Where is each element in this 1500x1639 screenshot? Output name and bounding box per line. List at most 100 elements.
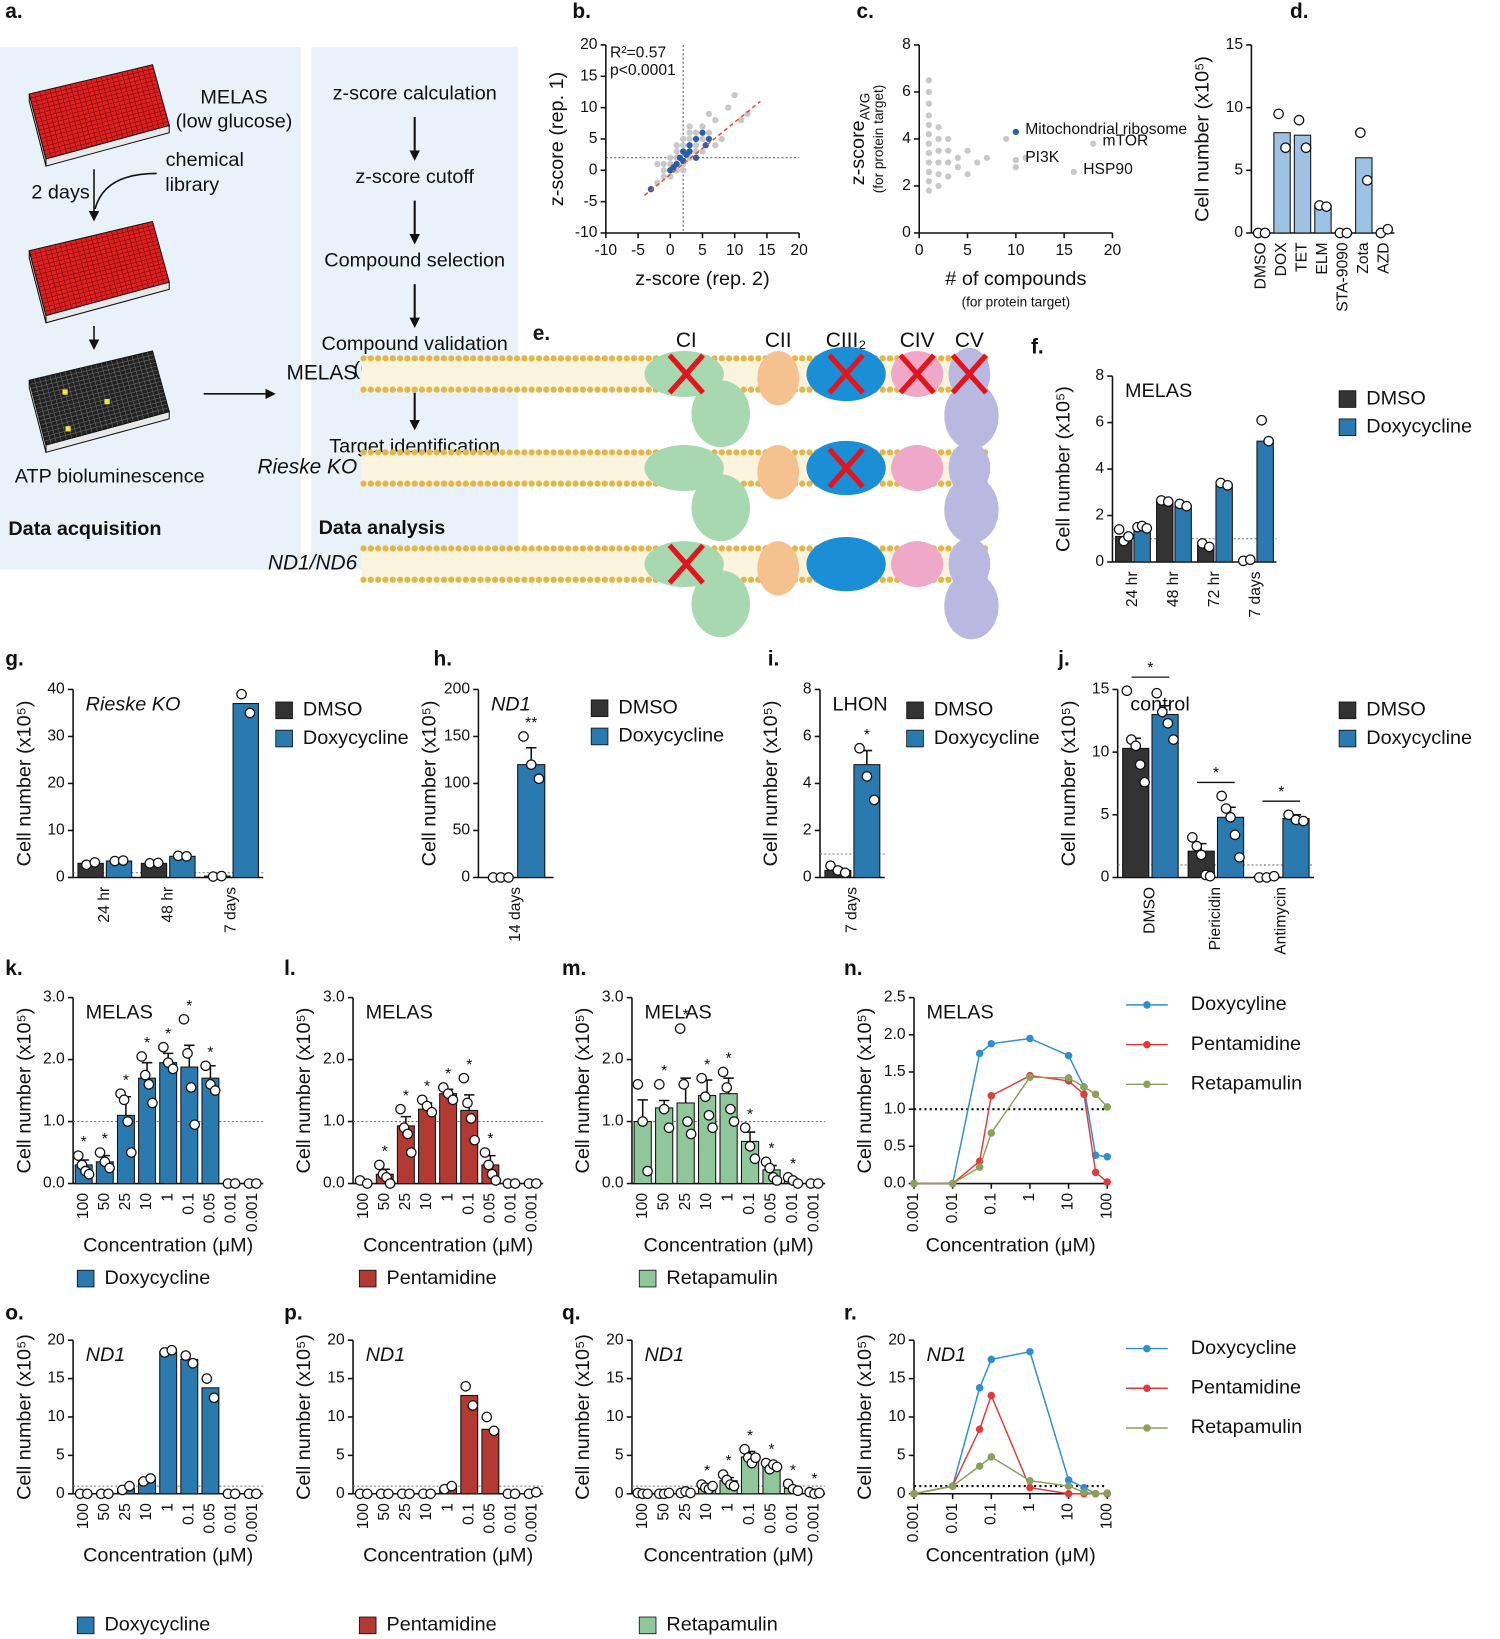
point [680, 167, 687, 174]
legend-label: Pentamidine [1191, 1377, 1301, 1399]
y-tick-label: 3.0 [323, 989, 345, 1006]
y-tick-label: 150 [444, 728, 470, 745]
lipid [550, 545, 557, 552]
x-tick-label: 0.001 [905, 1503, 922, 1542]
point [1022, 154, 1029, 161]
plate-grid [41, 109, 166, 143]
bar [1215, 484, 1233, 563]
data-point [854, 742, 865, 754]
lipid [484, 576, 491, 583]
y-tick-label: 200 [444, 681, 470, 698]
lipid [601, 355, 608, 362]
lipid [638, 355, 645, 362]
lipid [725, 355, 733, 362]
plate-grid [35, 373, 159, 405]
data-point [1259, 227, 1271, 239]
point [718, 135, 725, 143]
data-point [182, 1048, 193, 1059]
lipid [389, 480, 396, 487]
lipid [938, 576, 945, 583]
annotation: ND1 [366, 1344, 406, 1366]
data-point [533, 773, 545, 785]
bar [1174, 505, 1192, 563]
plate-grid [38, 384, 162, 417]
lipid [579, 386, 587, 393]
plate-grid [32, 232, 156, 264]
series-point [1064, 1476, 1073, 1484]
lipid [543, 480, 550, 487]
lipid [418, 480, 426, 487]
x-tick-label: 10 [1007, 242, 1025, 259]
data-point [721, 1082, 733, 1093]
significance: * [207, 1044, 213, 1061]
lipid [462, 545, 470, 552]
point [935, 124, 942, 131]
point [686, 142, 693, 149]
lipid [616, 449, 623, 456]
significance: * [102, 1131, 108, 1148]
lipid [491, 576, 499, 583]
data-point [1141, 522, 1153, 534]
lipid [645, 480, 652, 487]
y-tick-label: 20 [47, 775, 65, 792]
annotation: MELAS [1125, 380, 1192, 402]
lipid [747, 576, 755, 583]
plate-grid [36, 91, 160, 123]
significance: * [1213, 765, 1219, 782]
lipid [579, 576, 587, 583]
point [692, 142, 700, 149]
lipid [455, 386, 462, 393]
data-point [1195, 849, 1207, 861]
significance: * [768, 1442, 774, 1459]
lipid [799, 545, 806, 552]
x-tick-label: 100 [1098, 1503, 1115, 1529]
annotation: MELAS [644, 1002, 711, 1024]
x-tick-label: 0.001 [524, 1193, 541, 1232]
lipid [945, 545, 952, 552]
data-point [187, 1357, 199, 1369]
x-axis-label: Concentration (μM) [83, 1545, 253, 1567]
lipid [630, 576, 638, 583]
lipid [396, 449, 404, 456]
x-tick-label: 15 [1055, 242, 1073, 259]
lipid [886, 480, 894, 487]
lipid [616, 386, 623, 393]
bar [1273, 132, 1291, 234]
y-tick-label: 0 [897, 1485, 906, 1502]
lipid [557, 545, 565, 552]
lipid [477, 545, 484, 552]
x-tick-label: 50 [96, 1503, 113, 1521]
annotation: ND1 [86, 1344, 126, 1366]
significance: * [382, 1144, 388, 1161]
x-tick-label: 25 [677, 1503, 694, 1521]
x-tick-label: 100 [75, 1193, 92, 1219]
lipid [470, 480, 477, 487]
x-tick-label: 10 [138, 1503, 155, 1521]
lipid [360, 449, 367, 456]
x-tick-label: 10 [1060, 1193, 1077, 1211]
y-tick-label: 10 [47, 1408, 65, 1425]
plate-grid [39, 259, 164, 292]
legend-label: Retapamulin [1191, 1416, 1302, 1438]
lipid [616, 355, 623, 362]
y-tick-label: 20 [47, 1331, 65, 1348]
legend-label: Doxycycline [934, 727, 1040, 749]
x-axis-label: z-score (rep. 2) [635, 268, 769, 290]
lipid [572, 576, 579, 583]
data-point [166, 1344, 178, 1356]
legend-label: Pentamidine [386, 1267, 496, 1289]
point [1003, 135, 1010, 143]
lipid [638, 576, 645, 583]
lipid [623, 386, 630, 393]
plate-grid [31, 72, 155, 103]
data-point [158, 1041, 169, 1053]
series-point [975, 1163, 984, 1171]
point [699, 123, 706, 130]
bar [1293, 134, 1312, 234]
lipid [945, 355, 952, 362]
plate-grid [34, 369, 158, 401]
lipid [608, 576, 616, 583]
point [935, 171, 942, 178]
x-tick-label: 0.01 [503, 1503, 520, 1533]
